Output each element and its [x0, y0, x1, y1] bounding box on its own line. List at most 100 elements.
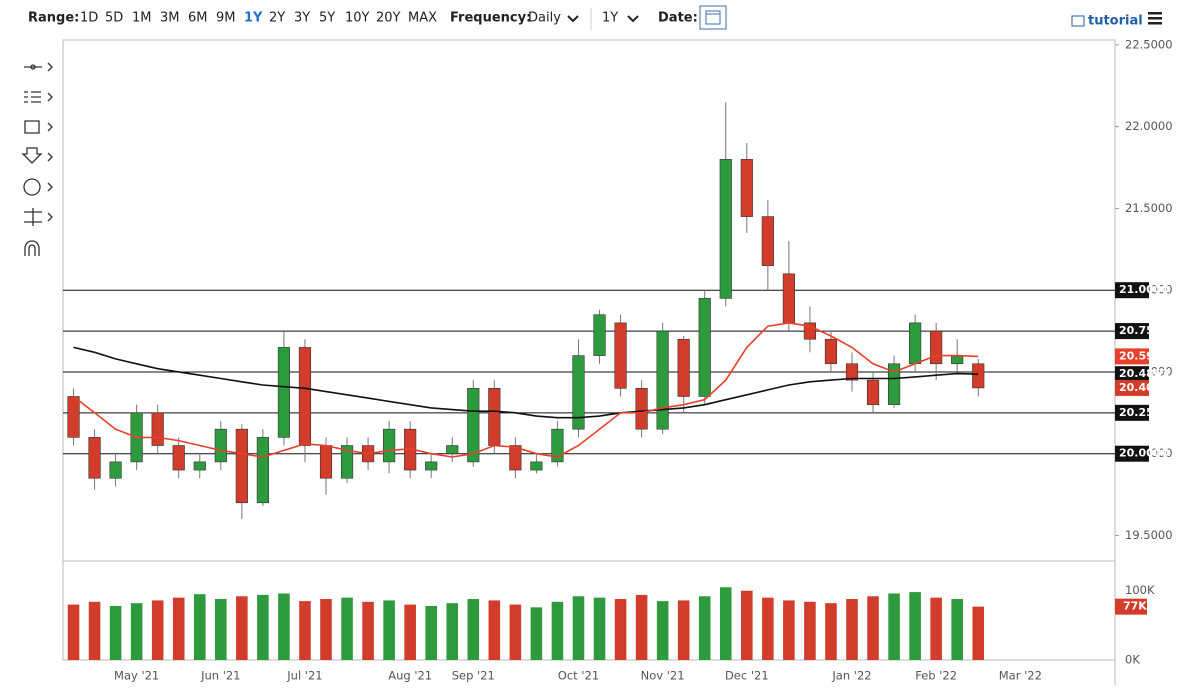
candle-body: [572, 355, 585, 430]
volume-bar: [551, 601, 564, 660]
range-button[interactable]: 3Y: [294, 11, 310, 26]
volume-bar: [172, 597, 185, 660]
x-tick-label: Sep '21: [452, 669, 495, 683]
volume-bar: [972, 606, 985, 660]
candle-body: [635, 388, 648, 430]
range-button[interactable]: 5D: [105, 11, 123, 26]
x-tick-label: Aug '21: [388, 669, 432, 683]
level-label: 20.2500: [1119, 406, 1169, 419]
volume-bar: [762, 597, 774, 660]
range-button[interactable]: 10Y: [345, 11, 370, 26]
volume-bar: [614, 599, 627, 660]
last-volume-label: 77K: [1123, 600, 1147, 613]
volume-bar: [804, 601, 816, 660]
volume-bar: [341, 597, 353, 660]
range-button[interactable]: 1M: [132, 11, 152, 26]
volume-bar: [278, 593, 290, 660]
range-button[interactable]: 9M: [216, 11, 236, 26]
volume-bar: [593, 597, 606, 660]
range-button[interactable]: 1D: [80, 11, 98, 26]
volume-bar: [888, 593, 900, 660]
candle-body: [656, 330, 669, 430]
x-tick-label: Mar '22: [999, 669, 1042, 683]
volume-bar: [215, 599, 227, 660]
range-button[interactable]: 5Y: [319, 11, 335, 26]
volume-bar: [193, 594, 206, 660]
level-label-box: [1115, 282, 1149, 299]
candle-body: [887, 363, 901, 405]
date-label: Date:: [658, 11, 698, 26]
range-button[interactable]: MAX: [408, 11, 437, 26]
volume-bar: [635, 594, 648, 660]
frequency-select[interactable]: Daily: [528, 11, 561, 26]
drawing-tools[interactable]: [21, 62, 53, 256]
last-value-label: 20.4022: [1119, 381, 1169, 394]
last-value-label: 20.4863: [1119, 367, 1169, 380]
candle-body: [530, 461, 543, 471]
y-tick-label: 22.5000: [1125, 37, 1173, 51]
volume-bar: [867, 596, 879, 660]
candle-body: [467, 388, 480, 463]
calendar-button[interactable]: [699, 5, 727, 30]
frequency-label: Frequency:: [450, 11, 531, 26]
candle-body: [256, 437, 269, 504]
volume-bar: [236, 596, 248, 660]
volume-bar: [467, 599, 480, 660]
volume-bar: [741, 590, 753, 660]
volume-bar: [151, 600, 164, 660]
candle-body: [319, 445, 333, 479]
candle-body: [593, 314, 606, 356]
y-tick-label: 22.0000: [1125, 119, 1173, 133]
volume-bar: [677, 600, 690, 660]
volume-bar: [257, 594, 269, 660]
candle-body: [803, 322, 817, 340]
volume-bar: [951, 599, 963, 660]
menu-icon[interactable]: [1148, 12, 1162, 25]
candle-body: [698, 298, 711, 397]
candle-body: [972, 363, 985, 389]
volume-bar: [846, 599, 858, 660]
x-tick-label: Dec '21: [725, 669, 769, 683]
volume-bar: [88, 601, 101, 660]
range-button[interactable]: 20Y: [376, 11, 401, 26]
tutorial-link[interactable]: tutorial: [1071, 14, 1143, 29]
candle-body: [235, 428, 248, 504]
candle-body: [719, 159, 732, 299]
candle-body: [824, 338, 838, 365]
volume-bar: [446, 603, 459, 660]
candle-body: [298, 347, 312, 446]
last-value-box: [1115, 379, 1149, 396]
candle-body: [425, 461, 438, 471]
level-label-box: [1115, 323, 1149, 340]
dropdown-icon[interactable]: [627, 15, 639, 23]
volume-bar: [425, 605, 437, 660]
x-tick-label: Jan '22: [831, 669, 871, 683]
volume-bar: [362, 601, 374, 660]
range-button[interactable]: 6M: [188, 11, 208, 26]
range-label: Range:: [28, 11, 79, 26]
range-button[interactable]: 3M: [160, 11, 180, 26]
level-label: 21.0000: [1119, 283, 1169, 296]
period-select[interactable]: 1Y: [602, 11, 618, 26]
candle-body: [866, 379, 880, 405]
x-tick-label: Feb '22: [915, 669, 957, 683]
candle-body: [488, 388, 501, 446]
range-button[interactable]: 1Y: [244, 11, 263, 26]
moving-average: [73, 346, 979, 419]
x-tick-label: Nov '21: [641, 669, 685, 683]
candle-body: [951, 355, 964, 365]
candle-body: [551, 428, 564, 463]
candle-body: [214, 428, 227, 463]
x-tick-label: Jul '21: [286, 669, 322, 683]
volume-bar: [719, 587, 732, 660]
tutorial-text[interactable]: tutorial: [1088, 14, 1143, 29]
level-label: 20.7500: [1119, 324, 1169, 337]
range-button[interactable]: 2Y: [269, 11, 285, 26]
dropdown-icon[interactable]: [567, 15, 579, 23]
x-tick-label: Jun '21: [200, 669, 240, 683]
volume-tick-label: 0K: [1125, 653, 1140, 667]
candle-body: [109, 461, 122, 479]
volume-bar: [698, 596, 711, 660]
moving-average: [73, 322, 979, 458]
